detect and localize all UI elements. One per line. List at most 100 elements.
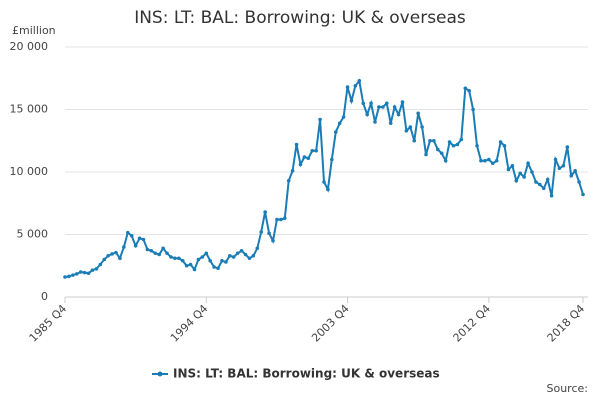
marker: [63, 275, 67, 279]
marker: [74, 272, 79, 276]
chart-title: INS: LT: BAL: Borrowing: UK & overseas: [134, 8, 466, 28]
marker: [392, 105, 397, 109]
marker: [208, 258, 212, 263]
marker: [412, 138, 417, 143]
marker: [471, 107, 475, 112]
marker: [82, 270, 87, 275]
marker: [404, 128, 409, 133]
marker: [475, 143, 479, 148]
marker: [90, 268, 95, 272]
marker: [443, 158, 448, 163]
marker: [192, 267, 197, 272]
marker: [436, 147, 440, 152]
marker: [110, 252, 114, 256]
marker: [102, 257, 107, 262]
marker: [286, 178, 291, 183]
legend-marker: [157, 371, 163, 377]
marker: [381, 105, 385, 109]
marker: [149, 248, 154, 253]
marker: [502, 143, 507, 148]
marker: [298, 162, 303, 167]
marker: [345, 85, 350, 89]
marker: [557, 166, 562, 171]
marker: [432, 138, 436, 143]
marker: [573, 168, 577, 173]
marker: [357, 78, 362, 83]
marker: [259, 230, 264, 234]
marker: [569, 173, 574, 178]
marker: [133, 243, 138, 248]
marker: [118, 256, 122, 261]
marker: [98, 262, 103, 267]
marker: [114, 250, 118, 255]
marker: [161, 246, 165, 251]
marker: [145, 247, 150, 252]
marker: [78, 270, 83, 274]
marker: [337, 121, 342, 126]
marker: [455, 142, 460, 147]
marker: [165, 251, 169, 256]
marker: [326, 187, 330, 192]
marker: [416, 111, 420, 116]
legend-label: INS: LT: BAL: Borrowing: UK & overseas: [173, 367, 440, 381]
marker: [235, 251, 240, 256]
marker: [294, 142, 299, 147]
marker: [428, 138, 432, 143]
marker: [239, 248, 244, 253]
marker: [451, 143, 456, 148]
marker: [341, 115, 346, 119]
marker: [224, 260, 228, 264]
y-tick-label: 0: [41, 290, 48, 303]
marker: [522, 175, 526, 179]
marker: [231, 255, 236, 259]
marker: [447, 140, 452, 144]
marker: [137, 236, 142, 241]
marker: [490, 161, 495, 166]
marker: [169, 255, 173, 259]
marker: [306, 156, 311, 161]
marker: [518, 171, 523, 176]
x-tick-label: 2012 Q4: [451, 302, 494, 345]
marker: [153, 251, 158, 256]
x-tick-label: 2018 Q4: [545, 302, 588, 345]
marker: [479, 158, 483, 163]
marker: [333, 130, 338, 134]
marker: [353, 83, 358, 88]
marker: [314, 148, 318, 153]
marker: [377, 105, 381, 109]
marker: [330, 157, 334, 162]
y-tick-label: 10 000: [10, 165, 49, 178]
marker: [506, 167, 511, 172]
marker: [541, 186, 546, 191]
marker: [129, 233, 134, 238]
marker: [322, 180, 326, 184]
marker: [302, 155, 307, 159]
marker: [510, 163, 515, 168]
marker: [365, 112, 369, 117]
y-axis-label: £million: [12, 24, 56, 37]
marker: [388, 121, 393, 126]
marker: [565, 145, 570, 149]
marker: [125, 230, 130, 235]
x-tick-label: 2003 Q4: [309, 302, 352, 345]
source: Source:: [547, 382, 589, 395]
marker: [408, 125, 413, 129]
marker: [204, 251, 209, 256]
y-tick-label: 5 000: [17, 228, 49, 241]
marker: [400, 100, 405, 104]
marker: [271, 238, 275, 243]
marker: [173, 256, 177, 261]
marker: [122, 245, 126, 249]
marker: [577, 180, 581, 184]
marker: [581, 192, 585, 197]
marker: [106, 253, 110, 258]
marker: [267, 231, 271, 236]
marker: [349, 98, 354, 103]
marker: [534, 180, 538, 184]
marker: [545, 177, 550, 182]
x-tick-label: 1985 Q4: [27, 302, 70, 345]
marker: [180, 258, 185, 263]
marker: [255, 246, 260, 251]
marker: [177, 256, 181, 261]
